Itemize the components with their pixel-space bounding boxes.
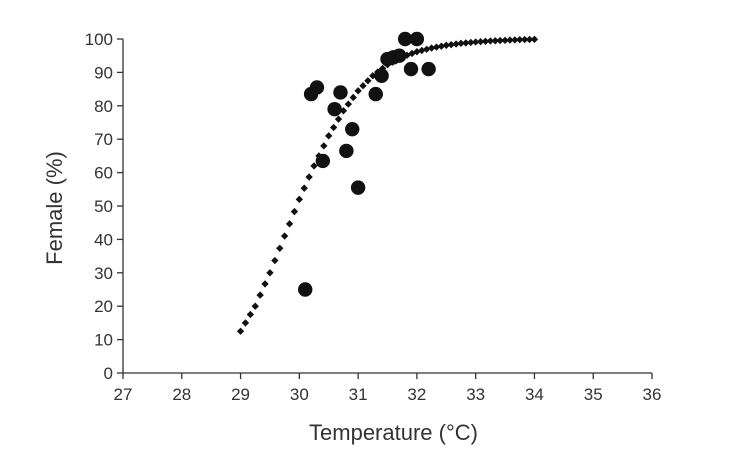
y-tick-label: 60 [94, 164, 113, 183]
curve-marker [251, 302, 259, 310]
y-tick-label: 100 [85, 30, 113, 49]
curve-marker [256, 291, 264, 299]
scatter-point [315, 153, 331, 169]
curve-marker [452, 40, 460, 48]
y-axis-title: Female (%) [42, 151, 67, 265]
data-points [298, 31, 436, 297]
curve-marker [447, 41, 455, 49]
curve-marker [329, 123, 338, 132]
x-tick-label: 32 [407, 385, 426, 404]
curve-marker [266, 269, 274, 277]
x-tick-label: 33 [466, 385, 485, 404]
curve-marker [276, 244, 284, 252]
curve-marker [325, 132, 333, 140]
y-tick-label: 0 [104, 364, 113, 383]
curve-marker [432, 43, 441, 51]
y-tick-label: 30 [94, 264, 113, 283]
curve-marker [506, 36, 514, 44]
scatter-point [368, 86, 383, 102]
y-tick-label: 20 [94, 297, 113, 316]
scatter-point [339, 143, 354, 159]
axes: 0 10 20 30 40 50 60 70 80 90 100 27 28 29 30 31 32 33 34 35… [85, 30, 662, 404]
x-tick-label: 28 [172, 385, 191, 404]
curve-marker [285, 220, 294, 228]
curve-marker [486, 37, 495, 45]
scatter-point [345, 121, 360, 137]
x-tick-label: 35 [584, 385, 603, 404]
y-tick-label: 10 [94, 331, 113, 350]
curve-marker [280, 232, 289, 240]
scatter-point [333, 85, 348, 100]
scatter-point [309, 80, 325, 95]
curve-marker [442, 41, 450, 50]
curve-marker [476, 37, 485, 46]
curve-marker [457, 39, 465, 48]
y-tick-label: 90 [94, 63, 113, 82]
x-tick-label: 30 [290, 385, 309, 404]
curve-marker [364, 77, 372, 85]
curve-marker [427, 44, 436, 52]
curve-marker [354, 87, 362, 95]
x-tick-label: 36 [643, 385, 662, 404]
curve-marker [359, 82, 367, 90]
x-tick-label: 34 [525, 385, 544, 404]
x-axis-title: Temperature (°C) [309, 420, 478, 445]
curve-marker [320, 142, 328, 150]
scatter-point [350, 180, 366, 195]
x-tick-label: 29 [231, 385, 250, 404]
curve-marker [496, 36, 504, 45]
curve-marker [261, 280, 269, 288]
curve-marker [511, 36, 519, 44]
curve-marker [246, 310, 255, 319]
curve-marker [241, 319, 250, 327]
x-tick-label: 31 [349, 385, 368, 404]
scatter-point [374, 68, 389, 83]
scatter-point [327, 101, 342, 117]
scatter-point [403, 61, 419, 77]
curve-marker [236, 327, 245, 335]
curve-marker [300, 184, 308, 192]
curve-marker [295, 195, 304, 203]
curve-marker [525, 35, 534, 44]
y-tick-label: 70 [94, 130, 113, 149]
curve-marker [271, 256, 279, 265]
y-tick-label: 80 [94, 97, 113, 116]
scatter-point [397, 31, 413, 47]
x-tick-label: 27 [114, 385, 133, 404]
curve-marker [334, 115, 343, 123]
curve-marker [467, 38, 475, 47]
curve-marker [344, 100, 352, 108]
y-tick-label: 50 [94, 197, 113, 216]
scatter-point [409, 31, 425, 47]
curve-marker [530, 35, 539, 44]
curve-marker [349, 93, 357, 102]
curve-marker [437, 42, 446, 50]
curve-marker [462, 39, 470, 47]
scatter-point [392, 48, 407, 63]
scatter-point [421, 61, 436, 77]
curve-marker [305, 173, 313, 181]
scatter-point [298, 282, 313, 297]
y-tick-label: 40 [94, 230, 113, 249]
curve-marker [290, 207, 299, 216]
fitted-curve [236, 35, 539, 335]
